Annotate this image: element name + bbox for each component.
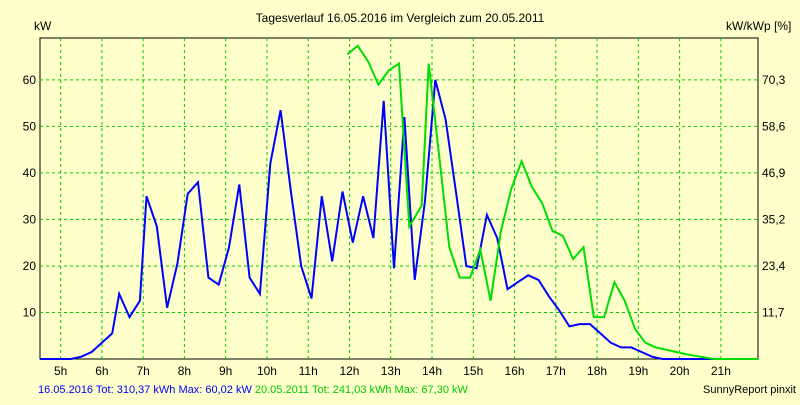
x-tick-label: 17h (546, 364, 566, 378)
y-tick-label-right: 23,4 (762, 259, 786, 273)
series-layer (40, 44, 758, 360)
y-tick-label-right: 70,3 (762, 73, 786, 87)
legend-series-2011-summary: Tot: 241,03 kWh Max: 67,30 kW (312, 384, 469, 396)
y-tick-label-left: 30 (23, 212, 37, 226)
x-tick-label: 16h (505, 364, 525, 378)
y-tick-label-left: 10 (23, 305, 37, 319)
y-axis-right-label: kW/kWp [%] (726, 19, 791, 33)
x-tick-label: 18h (587, 364, 607, 378)
tick-labels: 5h 6h 7h 8h 9h 10h 11h 12h 13h 14h 15h 16h 17h 18h 19h… (23, 73, 786, 378)
y-tick-label-right: 58,6 (762, 119, 786, 133)
legend-series-2011-name: 20.05.2011 (255, 384, 309, 396)
y-tick-label-right: 11,7 (762, 305, 785, 319)
x-tick-label: 8h (178, 364, 191, 378)
x-tick-label: 21h (711, 364, 731, 378)
series-line-0 (40, 79, 758, 360)
legend-series-2016-summary: Tot: 310,37 kWh Max: 60,02 kW (96, 384, 253, 396)
y-tick-label-left: 50 (23, 119, 37, 133)
x-tick-label: 11h (299, 364, 318, 378)
legend-series-2016-name: 16.05.2016 (38, 384, 93, 396)
x-tick-label: 15h (463, 364, 483, 378)
x-tick-label: 9h (219, 364, 232, 378)
x-tick-label: 6h (95, 364, 108, 378)
x-tick-label: 13h (381, 364, 401, 378)
footer-legend: 16.05.2016 Tot: 310,37 kWh Max: 60,02 kW… (38, 384, 469, 396)
x-tick-label: 10h (257, 364, 277, 378)
x-tick-label: 7h (136, 364, 149, 378)
credit-text: SunnyReport pinxit (703, 384, 796, 396)
x-tick-label: 20h (670, 364, 690, 378)
y-tick-label-right: 35,2 (762, 212, 786, 226)
x-tick-label: 5h (54, 364, 67, 378)
y-tick-label-right: 46,9 (762, 166, 786, 180)
series-line-1 (346, 44, 758, 360)
x-tick-label: 19h (628, 364, 648, 378)
chart-title: Tagesverlauf 16.05.2016 im Vergleich zum… (256, 11, 545, 25)
y-tick-label-left: 60 (23, 73, 37, 87)
x-tick-label: 12h (339, 364, 359, 378)
y-axis-left-label: kW (34, 19, 52, 33)
y-tick-label-left: 20 (23, 259, 37, 273)
y-tick-label-left: 40 (23, 166, 37, 180)
x-tick-label: 14h (422, 364, 442, 378)
